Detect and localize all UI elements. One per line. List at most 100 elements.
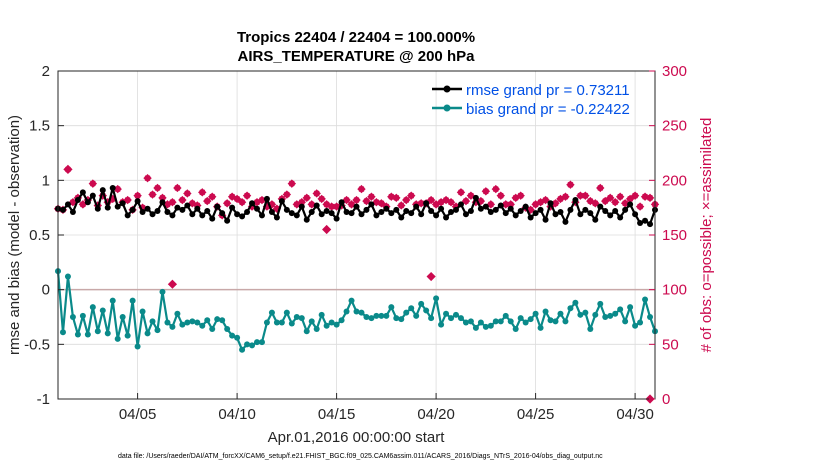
series-bias-point (189, 318, 196, 325)
series-rmse-point (114, 203, 121, 210)
y-axis-right-label: # of obs: o=possible; ×=assimilated (698, 118, 715, 353)
series-rmse (55, 184, 658, 228)
series-rmse-point (433, 212, 440, 219)
obs-possible-point (451, 202, 461, 211)
series-bias-point (184, 319, 191, 326)
series-bias-point (94, 328, 101, 335)
series-bias-point (562, 318, 569, 325)
series-bias-point (79, 312, 86, 319)
obs-possible-point (596, 183, 605, 193)
series-rmse-point (522, 203, 529, 210)
obs-possible-point (282, 190, 292, 199)
obs-possible-point (397, 201, 406, 210)
y-tick-right-label: 0 (662, 391, 670, 408)
series-bias-point (308, 318, 315, 325)
obs-possible-point (566, 180, 575, 189)
legend: rmse grand pr = 0.73211 bias grand pr = … (432, 82, 630, 118)
x-tick-label: 04/30 (616, 406, 654, 423)
series-bias-point (632, 322, 639, 329)
obs-possible-point (407, 191, 416, 200)
series-bias-point (453, 311, 459, 318)
series-rmse-point (557, 209, 564, 216)
series-bias-point (547, 317, 554, 324)
series-rmse-point (263, 195, 270, 202)
series-bias-point (537, 324, 544, 331)
obs-possible-point (88, 179, 98, 188)
series-rmse-point (254, 205, 260, 212)
series-rmse-point (273, 214, 280, 221)
series-rmse-point (184, 202, 191, 209)
series-rmse-point (318, 211, 325, 218)
obs-possible-point (227, 192, 237, 201)
obs-possible-point (312, 189, 321, 198)
series-bias-point (244, 341, 251, 348)
series-rmse-point (413, 203, 420, 210)
series-bias-point (592, 311, 599, 318)
series-rmse-point (542, 216, 549, 223)
obs-possible-point (208, 192, 217, 201)
obs-possible-point (173, 183, 182, 193)
obs-possible-point (586, 196, 595, 206)
obs-possible-point (203, 196, 212, 206)
series-rmse-point (443, 214, 450, 221)
series-bias-point (482, 323, 489, 330)
obs-possible-point (640, 192, 650, 201)
series-bias-point (522, 319, 529, 326)
series-bias-point (552, 318, 559, 325)
y-tick-left-label: 2 (42, 63, 50, 80)
series-rmse-point (69, 209, 76, 216)
x-tick-label: 04/25 (517, 406, 555, 423)
series-rmse-point (348, 210, 355, 217)
series-rmse-point (154, 207, 161, 214)
x-tick-label: 04/10 (218, 406, 256, 423)
series-bias-point (328, 319, 335, 326)
obs-possible-point (307, 200, 316, 209)
series-bias-point (408, 305, 415, 312)
series-rmse-point (492, 206, 499, 213)
series-rmse-point (74, 197, 81, 204)
obs-possible-point (297, 198, 306, 207)
obs-possible-point (461, 196, 471, 206)
series-bias-point (338, 317, 345, 324)
series-bias-point (512, 326, 519, 333)
series-bias-point (572, 299, 579, 306)
series-bias-point (532, 310, 539, 317)
obs-possible-point (123, 195, 132, 205)
y-tick-right-label: 300 (662, 63, 687, 80)
obs-possible-point (576, 191, 585, 200)
obs-possible-point (222, 199, 232, 208)
series-bias-point (323, 322, 330, 329)
y-tick-left-label: 0 (42, 282, 50, 299)
series-rmse-point (612, 207, 619, 214)
series-bias-point (373, 312, 380, 319)
series-rmse-point (462, 211, 469, 218)
series-rmse-point (174, 204, 181, 211)
series-bias-point (617, 306, 624, 313)
series-rmse-point (472, 194, 479, 201)
obs-possible-point (402, 195, 411, 205)
legend-rmse-label: rmse grand pr = 0.73211 (466, 82, 630, 99)
series-rmse-point (393, 206, 400, 213)
obs-possible-point (367, 192, 376, 201)
obs-possible-point (426, 195, 436, 205)
series-rmse-point (278, 198, 285, 205)
series-bias-point (398, 316, 405, 323)
series-rmse-point (313, 202, 320, 209)
obs-possible-point (496, 191, 505, 200)
series-bias-point (174, 310, 181, 317)
series-bias-point (333, 321, 340, 328)
series-rmse-point (547, 200, 554, 207)
series-bias-point (358, 309, 365, 316)
series-rmse-point (358, 211, 365, 218)
obs-possible-point (551, 199, 560, 208)
obs-possible-point (377, 199, 386, 208)
series-bias-point (517, 315, 524, 322)
series-rmse-point (119, 200, 126, 207)
obs-possible-point (183, 189, 192, 198)
series-bias-point (433, 295, 440, 302)
series-rmse-point (194, 205, 201, 212)
legend-bias-marker (443, 104, 451, 112)
series-bias-point (587, 326, 594, 333)
series-bias-point (313, 326, 320, 333)
series-bias-point (99, 307, 106, 314)
